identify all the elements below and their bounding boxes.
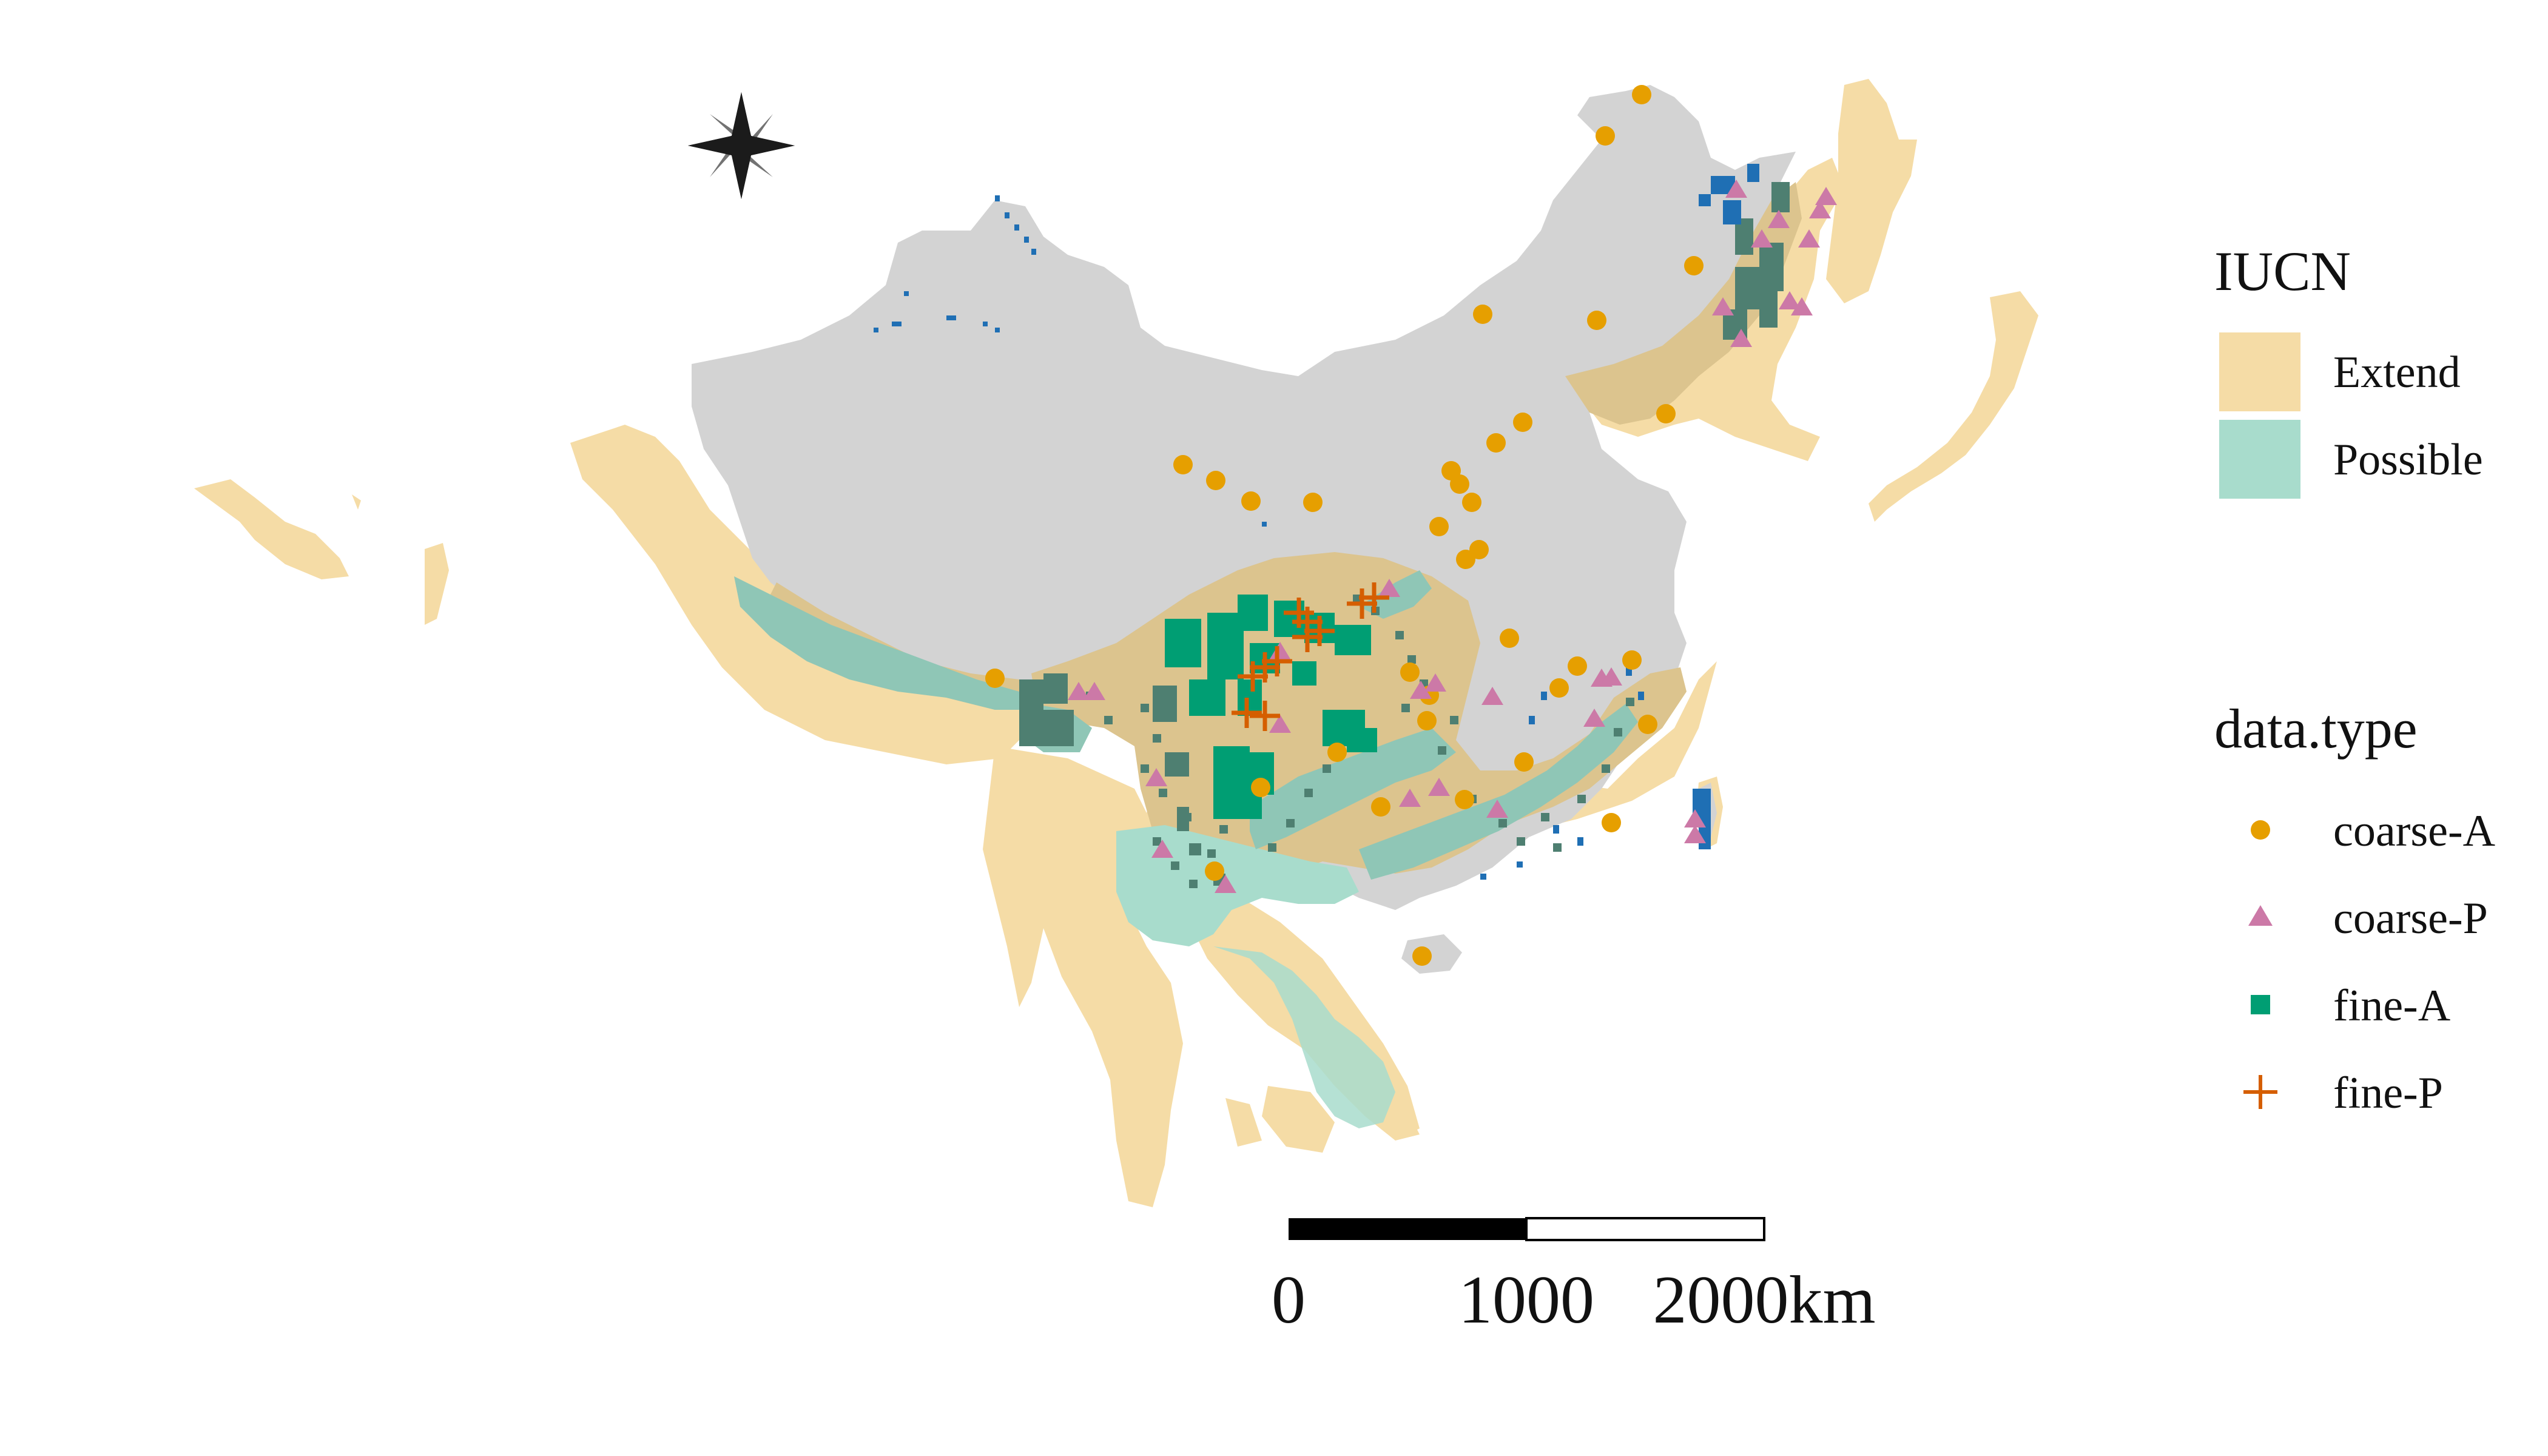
coarse-a-point: [1450, 474, 1469, 494]
coarse-a-point: [1412, 946, 1432, 966]
coarse-a-point: [1241, 491, 1261, 511]
legend-data-type-title: data.type: [2214, 698, 2418, 760]
legend-label-fine-a: fine-A: [2333, 981, 2450, 1031]
coarse-a-point: [1632, 85, 1651, 104]
coarse-a-point: [1684, 256, 1704, 275]
legend-iucn: IUCN Extend Possible: [2214, 240, 2483, 499]
legend-swatch-possible: [2219, 420, 2300, 499]
coarse-a-point: [1486, 433, 1506, 453]
coarse-a-point: [1206, 471, 1225, 490]
coarse-a-point: [1456, 550, 1475, 569]
legend-symbol-fine-a: [2251, 995, 2270, 1014]
scale-label-start: 0: [1272, 1262, 1306, 1338]
coarse-a-point: [1500, 629, 1519, 648]
coarse-a-point: [1596, 126, 1615, 146]
coarse-a-point: [1400, 662, 1420, 682]
coarse-a-point: [1429, 517, 1449, 536]
scale-label-mid: 1000: [1458, 1262, 1594, 1338]
legend-iucn-title: IUCN: [2214, 240, 2351, 302]
coarse-a-point: [1602, 813, 1621, 832]
coarse-a-point: [1251, 778, 1270, 797]
coarse-a-point: [1205, 861, 1224, 881]
coarse-a-point: [1473, 305, 1492, 324]
coarse-a-point: [1568, 656, 1587, 676]
legend-label-coarse-p: coarse-P: [2333, 894, 2488, 943]
coarse-a-point: [1371, 797, 1390, 817]
coarse-a-point: [1656, 404, 1676, 423]
scale-bar-black-segment: [1289, 1218, 1526, 1240]
coarse-a-point: [1417, 711, 1437, 730]
coarse-a-point: [1327, 743, 1347, 762]
legend-label-coarse-a: coarse-A: [2333, 806, 2495, 856]
coarse-a-point: [1462, 493, 1481, 512]
scale-bar-white-segment: [1526, 1218, 1764, 1240]
scale-label-end: 2000km: [1653, 1262, 1875, 1338]
coarse-a-point: [1455, 790, 1474, 809]
legend-symbol-fine-p: [2243, 1075, 2277, 1109]
legend-symbol-coarse-p: [2248, 905, 2273, 926]
coarse-a-point: [1513, 413, 1532, 432]
coarse-a-point: [1622, 650, 1642, 670]
coarse-a-point: [1514, 752, 1534, 772]
coarse-a-point: [1549, 678, 1569, 698]
coarse-a-point: [1587, 311, 1606, 330]
legend-symbol-coarse-a: [2251, 820, 2270, 840]
coarse-a-point: [1638, 715, 1657, 734]
scale-bar: 0 1000 2000km: [1272, 1218, 1876, 1338]
coarse-a-point: [1173, 455, 1193, 474]
legend-label-extend: Extend: [2333, 348, 2461, 397]
legend-label-fine-p: fine-P: [2333, 1068, 2443, 1118]
coarse-a-point: [1303, 493, 1323, 512]
compass-star-icon: [688, 92, 795, 199]
legend-data-type: data.type coarse-A coarse-P fine-A fine-…: [2214, 698, 2495, 1118]
coarse-a-point: [985, 669, 1005, 688]
legend-swatch-extend: [2219, 332, 2300, 411]
legend-label-possible: Possible: [2333, 435, 2483, 485]
